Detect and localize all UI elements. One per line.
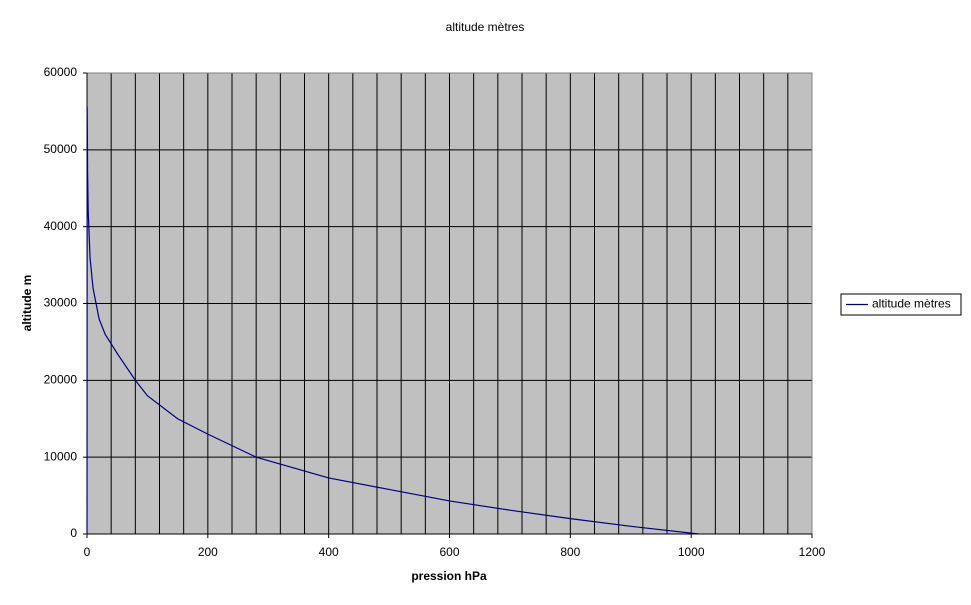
x-tick-label: 600: [439, 545, 459, 559]
y-tick-label: 60000: [44, 65, 78, 79]
x-axis-label: pression hPa: [411, 569, 487, 583]
x-tick-label: 0: [84, 545, 91, 559]
x-tick-label: 800: [560, 545, 580, 559]
y-axis-label: altitude m: [20, 275, 34, 332]
y-tick-label: 30000: [44, 296, 78, 310]
x-tick-label: 200: [198, 545, 218, 559]
x-tick-label: 1200: [799, 545, 826, 559]
x-tick-label: 1000: [678, 545, 705, 559]
x-tick-label: 400: [319, 545, 339, 559]
y-tick-label: 50000: [44, 142, 78, 156]
y-tick-label: 40000: [44, 219, 78, 233]
y-tick-label: 0: [70, 526, 77, 540]
legend-box: [840, 293, 962, 316]
y-tick-label: 10000: [44, 449, 78, 463]
y-tick-label: 20000: [44, 373, 78, 387]
data-line: [86, 106, 700, 535]
legend-label: altitude mètres: [872, 297, 951, 311]
chart-title: altitude mètres: [446, 20, 525, 34]
